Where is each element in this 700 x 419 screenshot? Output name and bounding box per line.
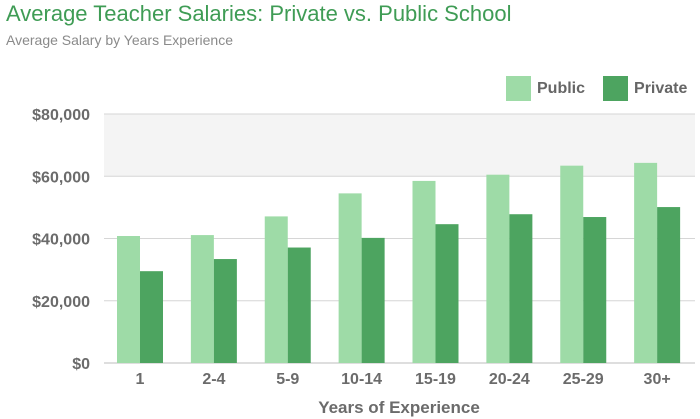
bar-public <box>634 162 658 363</box>
legend-item-private[interactable]: Private <box>603 76 687 101</box>
y-tick-label: $80,000 <box>32 107 90 124</box>
bar-public <box>338 193 362 363</box>
bar-private <box>583 217 607 363</box>
bar-private <box>287 247 311 363</box>
x-tick-label: 15-19 <box>415 371 456 388</box>
y-tick-label: $60,000 <box>32 169 90 186</box>
bar-public <box>117 236 140 363</box>
y-tick-label: $40,000 <box>32 232 90 249</box>
legend-item-public[interactable]: Public <box>506 76 585 101</box>
legend: Public Private <box>506 76 687 101</box>
bar-public <box>486 174 510 363</box>
x-tick-label: 25-29 <box>563 371 604 388</box>
x-tick-label: 2-4 <box>202 371 225 388</box>
legend-swatch-private <box>603 76 629 101</box>
x-tick-label: 30+ <box>644 371 671 388</box>
y-tick-label: $0 <box>72 356 90 373</box>
bar-private <box>213 259 237 363</box>
bar-public <box>190 235 214 363</box>
x-tick-label: 10-14 <box>341 371 382 388</box>
x-axis-title: Years of Experience <box>318 398 480 417</box>
bar-public <box>560 165 584 363</box>
bar-private <box>435 224 459 363</box>
y-tick-label: $20,000 <box>32 294 90 311</box>
x-tick-label: 1 <box>136 371 145 388</box>
x-tick-label: 20-24 <box>489 371 530 388</box>
bar-private <box>509 214 533 363</box>
x-tick-label: 5-9 <box>276 371 299 388</box>
bar-public <box>264 216 288 363</box>
legend-swatch-public <box>506 76 531 101</box>
bar-public <box>412 180 436 363</box>
chart-subtitle: Average Salary by Years Experience <box>6 32 233 48</box>
bar-private <box>140 271 163 363</box>
legend-label-private: Private <box>634 79 688 97</box>
chart-title: Average Teacher Salaries: Private vs. Pu… <box>6 1 512 26</box>
bar-private <box>657 207 681 363</box>
plot-band <box>104 114 695 177</box>
bar-private <box>361 237 385 363</box>
legend-label-public: Public <box>537 79 586 97</box>
